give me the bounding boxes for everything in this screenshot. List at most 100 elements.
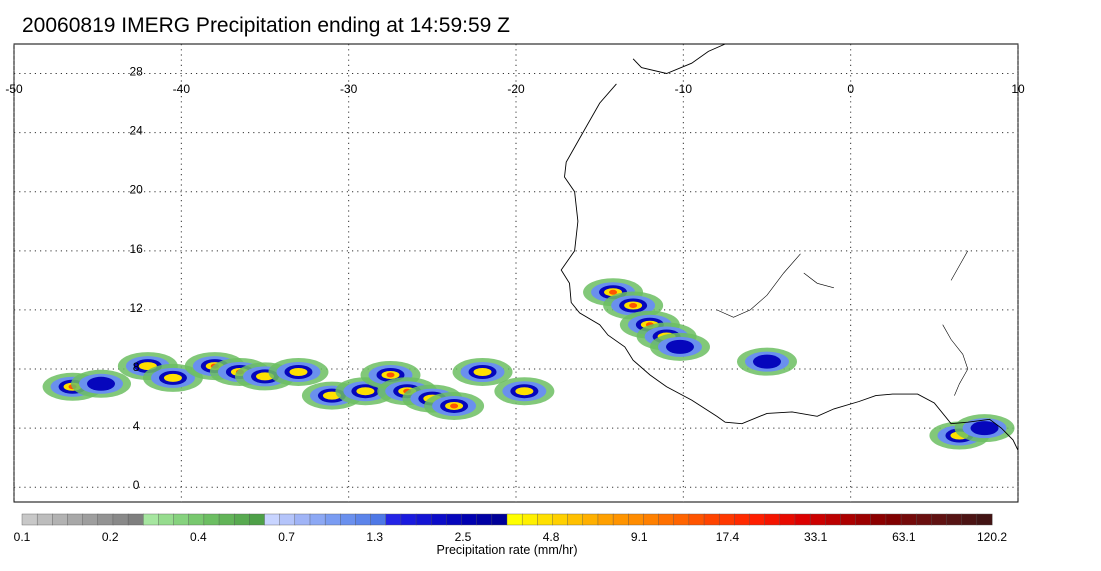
coastline-segment <box>560 83 1019 451</box>
colorbar-swatch <box>552 513 569 526</box>
lon-tick-label: -30 <box>340 82 358 96</box>
colorbar-swatch <box>916 513 932 526</box>
colorbar-tick: 63.1 <box>892 530 916 544</box>
colorbar-swatch <box>809 513 826 526</box>
lon-tick-label: 10 <box>1011 82 1025 96</box>
river-segment <box>950 250 969 281</box>
river-segment <box>942 324 969 396</box>
colorbar-tick: 1.3 <box>366 530 384 544</box>
colorbar-swatch <box>112 513 129 526</box>
river-segment <box>716 253 801 318</box>
colorbar-swatch <box>446 513 463 526</box>
colorbar-swatch <box>537 513 553 526</box>
colorbar-swatch <box>643 513 660 526</box>
colorbar-swatch <box>718 513 735 526</box>
colorbar-swatch <box>431 513 447 526</box>
precip-cell <box>603 291 664 320</box>
precip-cell <box>424 391 485 420</box>
lat-tick-label: 20 <box>129 183 143 197</box>
colorbar-tick: 120.2 <box>976 530 1008 544</box>
colorbar-swatch <box>840 513 857 526</box>
colorbar-tick: 0.1 <box>13 530 31 544</box>
colorbar-swatch <box>931 513 948 526</box>
colorbar-swatch <box>52 513 68 526</box>
colorbar-swatch <box>946 513 963 526</box>
lat-tick-label: 0 <box>133 478 140 492</box>
colorbar-tick: 4.8 <box>542 530 560 544</box>
colorbar-swatch <box>355 513 372 526</box>
colorbar-swatch <box>415 513 432 526</box>
colorbar-swatch <box>734 513 751 526</box>
colorbar-swatch <box>885 513 902 526</box>
colorbar-swatch <box>173 513 190 526</box>
colorbar-swatch <box>324 513 341 526</box>
colorbar-swatch <box>688 513 705 526</box>
colorbar-swatch <box>764 513 781 526</box>
coastline-segment <box>632 43 726 74</box>
precipitation-field <box>42 278 1015 450</box>
lat-tick-label: 12 <box>129 301 143 315</box>
colorbar-swatch <box>218 513 235 526</box>
colorbar-swatch <box>21 513 38 526</box>
colorbar-swatch <box>67 513 84 526</box>
colorbar-swatch <box>658 513 675 526</box>
colorbar-swatch <box>294 513 311 526</box>
colorbar-tick: 17.4 <box>715 530 740 544</box>
lon-tick-label: -40 <box>173 82 191 96</box>
precip-cell <box>117 352 178 381</box>
precip-cell <box>954 414 1015 443</box>
colorbar-swatch <box>870 513 887 526</box>
colorbar-swatch <box>203 513 220 526</box>
colorbar-swatch <box>370 513 387 526</box>
colorbar-swatch <box>855 513 872 526</box>
colorbar-swatch <box>143 513 159 526</box>
colorbar-swatch <box>97 513 114 526</box>
colorbar-swatch <box>612 513 629 526</box>
colorbar-swatch <box>521 513 538 526</box>
colorbar-tick: 33.1 <box>803 530 828 544</box>
colorbar-tick: 2.5 <box>454 530 472 544</box>
lat-tick-label: 16 <box>129 242 143 256</box>
coastline <box>560 43 1019 451</box>
precip-cell <box>737 347 797 376</box>
colorbar-swatch <box>582 513 599 526</box>
colorbar-swatch <box>779 513 796 526</box>
lon-tick-label: -10 <box>675 82 693 96</box>
lon-tick-label: -50 <box>5 82 23 96</box>
colorbar-swatch <box>249 513 265 526</box>
colorbar-swatch <box>825 513 841 526</box>
colorbar-tick: 9.1 <box>630 530 648 544</box>
lat-tick-label: 24 <box>129 124 143 138</box>
colorbar-swatch <box>233 513 250 526</box>
colorbar-swatch <box>340 513 356 526</box>
colorbar-swatch <box>794 513 811 526</box>
colorbar-swatch <box>158 513 175 526</box>
lat-tick-label: 28 <box>129 65 143 79</box>
colorbar-swatch <box>127 513 144 526</box>
river-segment <box>803 272 834 289</box>
latitude-labels: 0 4 8 12 16 20 24 28 <box>129 65 143 493</box>
colorbar <box>21 513 993 526</box>
lon-tick-label: -20 <box>507 82 525 96</box>
precip-cell <box>494 377 555 406</box>
colorbar-swatch <box>976 513 993 526</box>
colorbar-swatch <box>385 513 402 526</box>
colorbar-swatch <box>279 513 296 526</box>
lat-tick-label: 4 <box>133 419 140 433</box>
precip-cell <box>649 332 710 361</box>
colorbar-swatch <box>476 513 493 526</box>
colorbar-swatch <box>491 513 508 526</box>
colorbar-swatch <box>188 513 205 526</box>
colorbar-swatch <box>628 513 644 526</box>
colorbar-swatch <box>749 513 766 526</box>
colorbar-swatch <box>567 513 584 526</box>
colorbar-swatch <box>82 513 99 526</box>
colorbar-swatch <box>673 513 690 526</box>
precip-cell <box>142 363 203 392</box>
colorbar-swatch <box>461 513 478 526</box>
colorbar-swatch <box>703 513 720 526</box>
lon-tick-label: 0 <box>847 82 854 96</box>
lat-tick-label: 8 <box>133 360 140 374</box>
colorbar-tick: 0.4 <box>190 530 207 544</box>
